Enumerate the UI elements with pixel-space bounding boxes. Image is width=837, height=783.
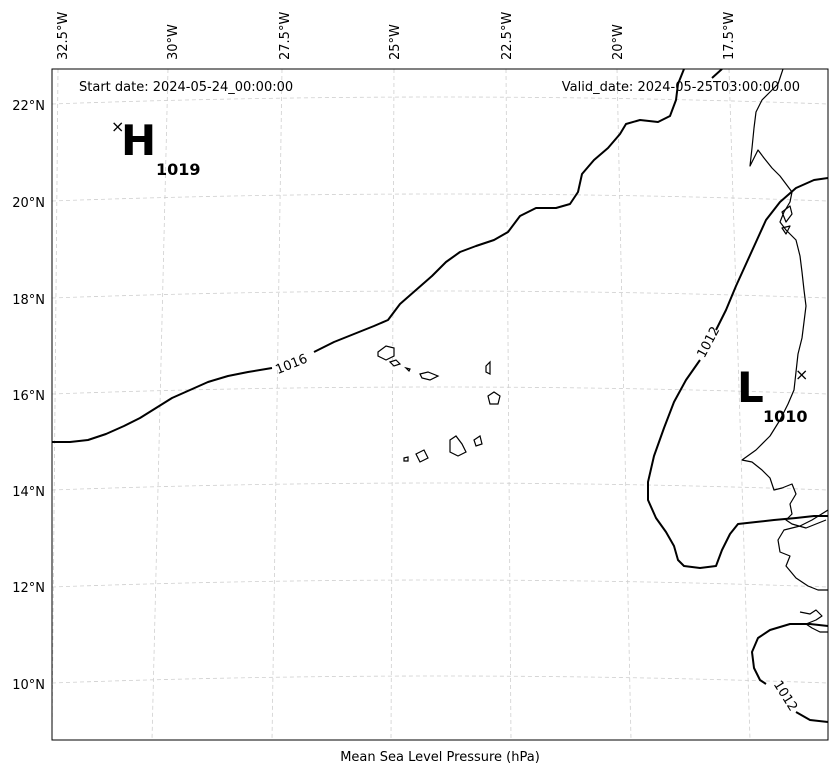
parallel-18 [52,290,828,299]
contour-label-1012: 1012 [695,324,724,360]
low-value: 1010 [763,407,808,426]
parallel-12 [52,579,828,588]
x-axis-label: Mean Sea Level Pressure (hPa) [340,750,540,765]
low-pressure-center: × L 1010 [737,363,808,426]
lat-label: 16°N [12,389,45,404]
lon-label: 22.5°W [500,12,515,60]
lat-label: 20°N [12,196,45,211]
meridian-27-5 [271,69,283,740]
lon-label: 17.5°W [722,12,737,60]
parallel-14 [52,482,828,491]
lat-label: 18°N [12,293,45,308]
lon-label: 27.5°W [278,12,293,60]
contour-label-1016: 1016 [274,352,310,378]
parallel-22 [52,96,828,105]
lon-label: 30°W [166,24,181,60]
high-pressure-center: × H 1019 [111,116,201,179]
guinea-coast [799,609,828,633]
lon-label: 32.5°W [56,12,71,60]
valid-date-label: Valid_date: 2024-05-25T03:00:00.00 [562,80,800,95]
high-letter: H [121,116,156,165]
canary-islands [781,205,793,235]
longitude-labels: 32.5°W 30°W 27.5°W 25°W 22.5°W 20°W 17.5… [56,12,737,60]
contour-label-1012-south: 1012 [770,678,800,714]
africa-coastline [741,69,827,529]
lat-label: 12°N [12,581,45,596]
graticule [52,69,828,740]
west-africa-south-coast [777,509,828,591]
isobar-1016-fragment [711,69,723,79]
lat-label: 14°N [12,485,45,500]
map-frame [51,68,829,741]
isobar-1012 [647,177,828,569]
cape-verde-islands [377,345,501,463]
meridian-20 [616,69,632,740]
high-value: 1019 [156,160,201,179]
low-letter: L [737,363,764,412]
meridian-32-5 [52,69,59,740]
lon-label: 20°W [611,24,626,60]
parallel-20 [52,193,828,202]
meridian-22-5 [505,69,512,740]
center-marker: × [795,365,808,384]
start-date-label: Start date: 2024-05-24_00:00:00 [79,80,293,95]
meridian-25 [390,69,395,740]
isobar-1012-south [751,623,828,723]
lat-label: 10°N [12,678,45,693]
lat-label: 22°N [12,99,45,114]
isobar-1016 [52,69,685,443]
center-marker: × [111,117,124,136]
parallel-10 [52,675,828,684]
parallel-16 [52,386,828,395]
lon-label: 25°W [388,24,403,60]
latitude-labels: 22°N 20°N 18°N 16°N 14°N 12°N 10°N [12,99,45,693]
